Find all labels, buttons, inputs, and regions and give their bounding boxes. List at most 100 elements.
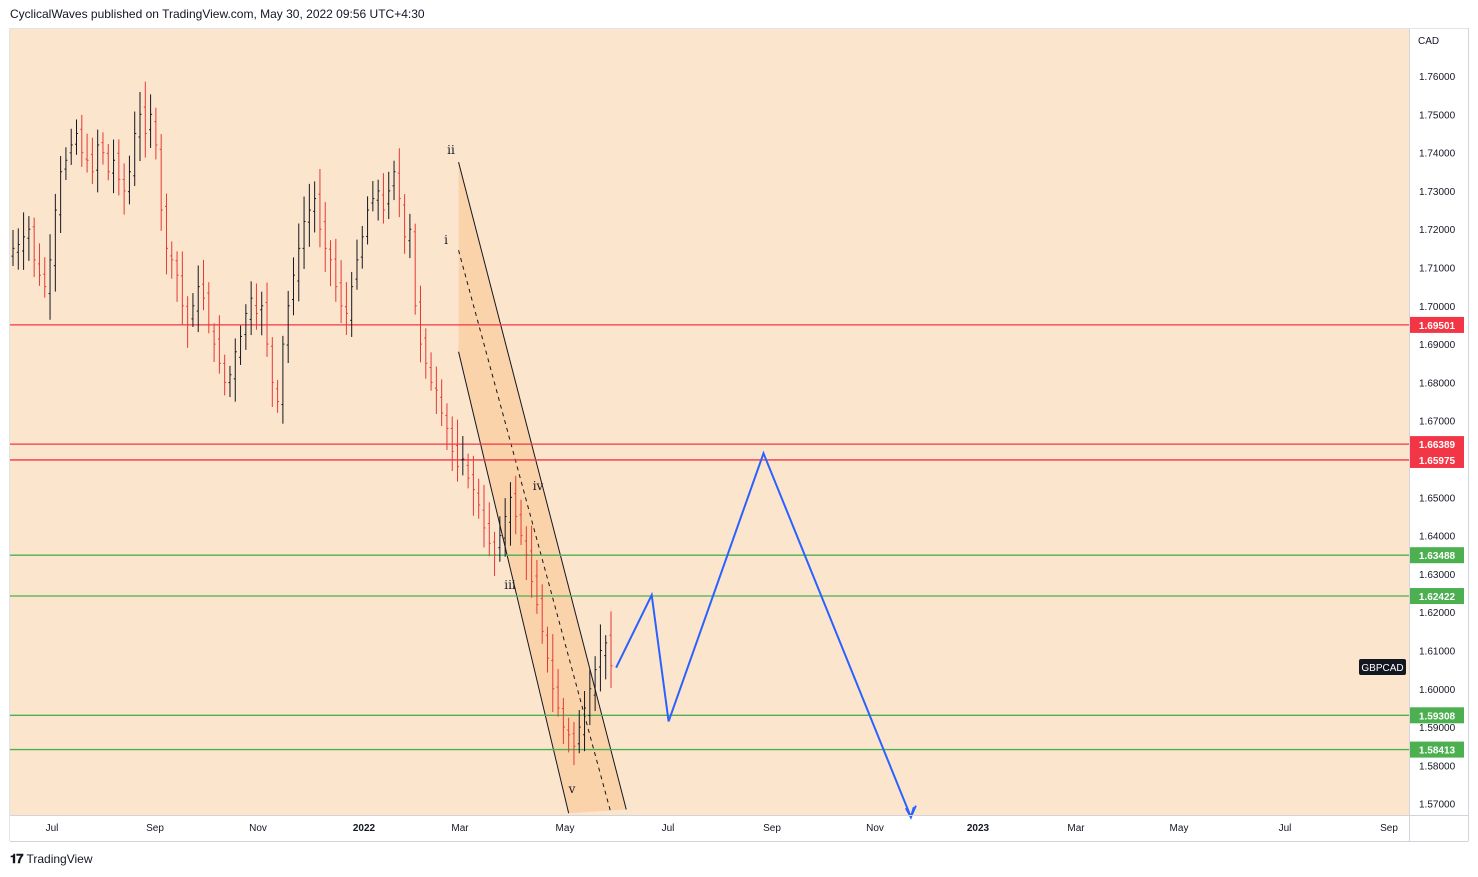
y-tick-label: 1.76000 [1419,72,1456,83]
candle [265,282,269,357]
candle [297,223,301,302]
x-tick-label: 2022 [353,823,376,834]
candle [514,475,518,535]
candle [32,217,36,278]
candle [69,128,73,165]
candle [360,225,364,269]
currency-label: CAD [1418,36,1439,47]
y-tick-label: 1.73000 [1419,187,1456,198]
y-tick-label: 1.70000 [1419,302,1456,313]
y-tick-label: 1.63000 [1419,570,1456,581]
price-level-tag-label: 1.62422 [1419,592,1456,603]
plot-background [10,28,1409,815]
candle [471,455,475,516]
candle [202,259,206,311]
price-axis-background [1410,28,1468,815]
symbol-tag[interactable]: GBPCAD [1359,659,1406,675]
y-tick-label: 1.68000 [1419,378,1456,389]
candle [138,91,142,162]
y-tick-label: 1.75000 [1419,110,1456,121]
candle [11,229,15,267]
candle [350,271,354,337]
candle [540,584,544,644]
candle [164,193,168,275]
candle [524,526,528,581]
x-tick-label: Mar [451,823,469,834]
channel-lower-line [458,351,570,814]
candle [22,212,26,270]
channel-upper-line [458,162,627,810]
candle [217,315,221,374]
candle [604,635,608,680]
price-level-tag [1410,707,1464,724]
x-tick-label: Sep [146,823,164,834]
x-tick-label: 2023 [967,823,990,834]
wave-label: iv [533,479,544,493]
x-tick-label: Jul [46,823,59,834]
candle [329,240,333,287]
price-axis[interactable]: 1.76000 1.75000 1.74000 1.73000 1.72000 1.710… [1419,72,1456,811]
price-level-tag [1410,588,1464,605]
candle [355,239,359,290]
x-tick-label: Jul [662,823,675,834]
candle [424,328,428,379]
candle [117,139,121,196]
candle [276,379,280,413]
candle [387,171,391,220]
candle [64,147,68,181]
candle [344,282,348,335]
candle [583,690,587,752]
y-tick-label: 1.65000 [1419,493,1456,504]
candle [429,352,433,391]
footer-brand[interactable]: 𝟏𝟕 TradingView [10,851,93,867]
candle [233,338,237,402]
projection-arrowhead [904,806,915,820]
candle [403,194,407,254]
candle [381,173,385,224]
candle [498,516,502,562]
y-tick-label: 1.57000 [1419,800,1456,811]
candle [313,181,317,233]
candle [191,293,195,328]
candle [556,669,560,717]
candle [112,139,116,194]
candle [154,107,158,160]
candle [551,634,555,713]
candle [440,379,444,427]
x-tick-label: Sep [1380,823,1398,834]
price-level-tag-label: 1.69501 [1419,321,1456,332]
x-tick-label: Nov [866,823,884,834]
x-tick-label: Mar [1067,823,1085,834]
candle [291,257,295,316]
candle [101,132,105,165]
candle [445,403,449,451]
y-tick-label: 1.62000 [1419,608,1456,619]
candle [434,366,438,415]
y-tick-label: 1.58000 [1419,761,1456,772]
candle [487,502,491,557]
channel-midline [458,250,612,814]
publisher-caption: CyclicalWaves published on TradingView.c… [10,7,425,21]
time-axis[interactable]: Jul Sep Nov 2022 Mar May Jul Sep Nov 2023 Mar May Ju… [46,823,1399,834]
candle [530,525,534,598]
candle [466,453,470,489]
candle [281,335,285,424]
candle [143,81,147,158]
candle [418,285,422,363]
candle [392,160,396,201]
price-level-tag-label: 1.59308 [1419,711,1456,722]
candle [48,234,52,320]
candle [477,478,481,519]
footer-brand-label: TradingView [26,852,93,866]
wave-label: v [568,782,576,796]
candle [122,163,126,215]
y-tick-label: 1.60000 [1419,685,1456,696]
y-tick-label: 1.67000 [1419,417,1456,428]
candle [561,697,565,745]
candle [371,181,375,212]
y-tick-label: 1.71000 [1419,264,1456,275]
y-tick-label: 1.74000 [1419,149,1456,160]
symbol-tag-label: GBPCAD [1361,663,1403,674]
